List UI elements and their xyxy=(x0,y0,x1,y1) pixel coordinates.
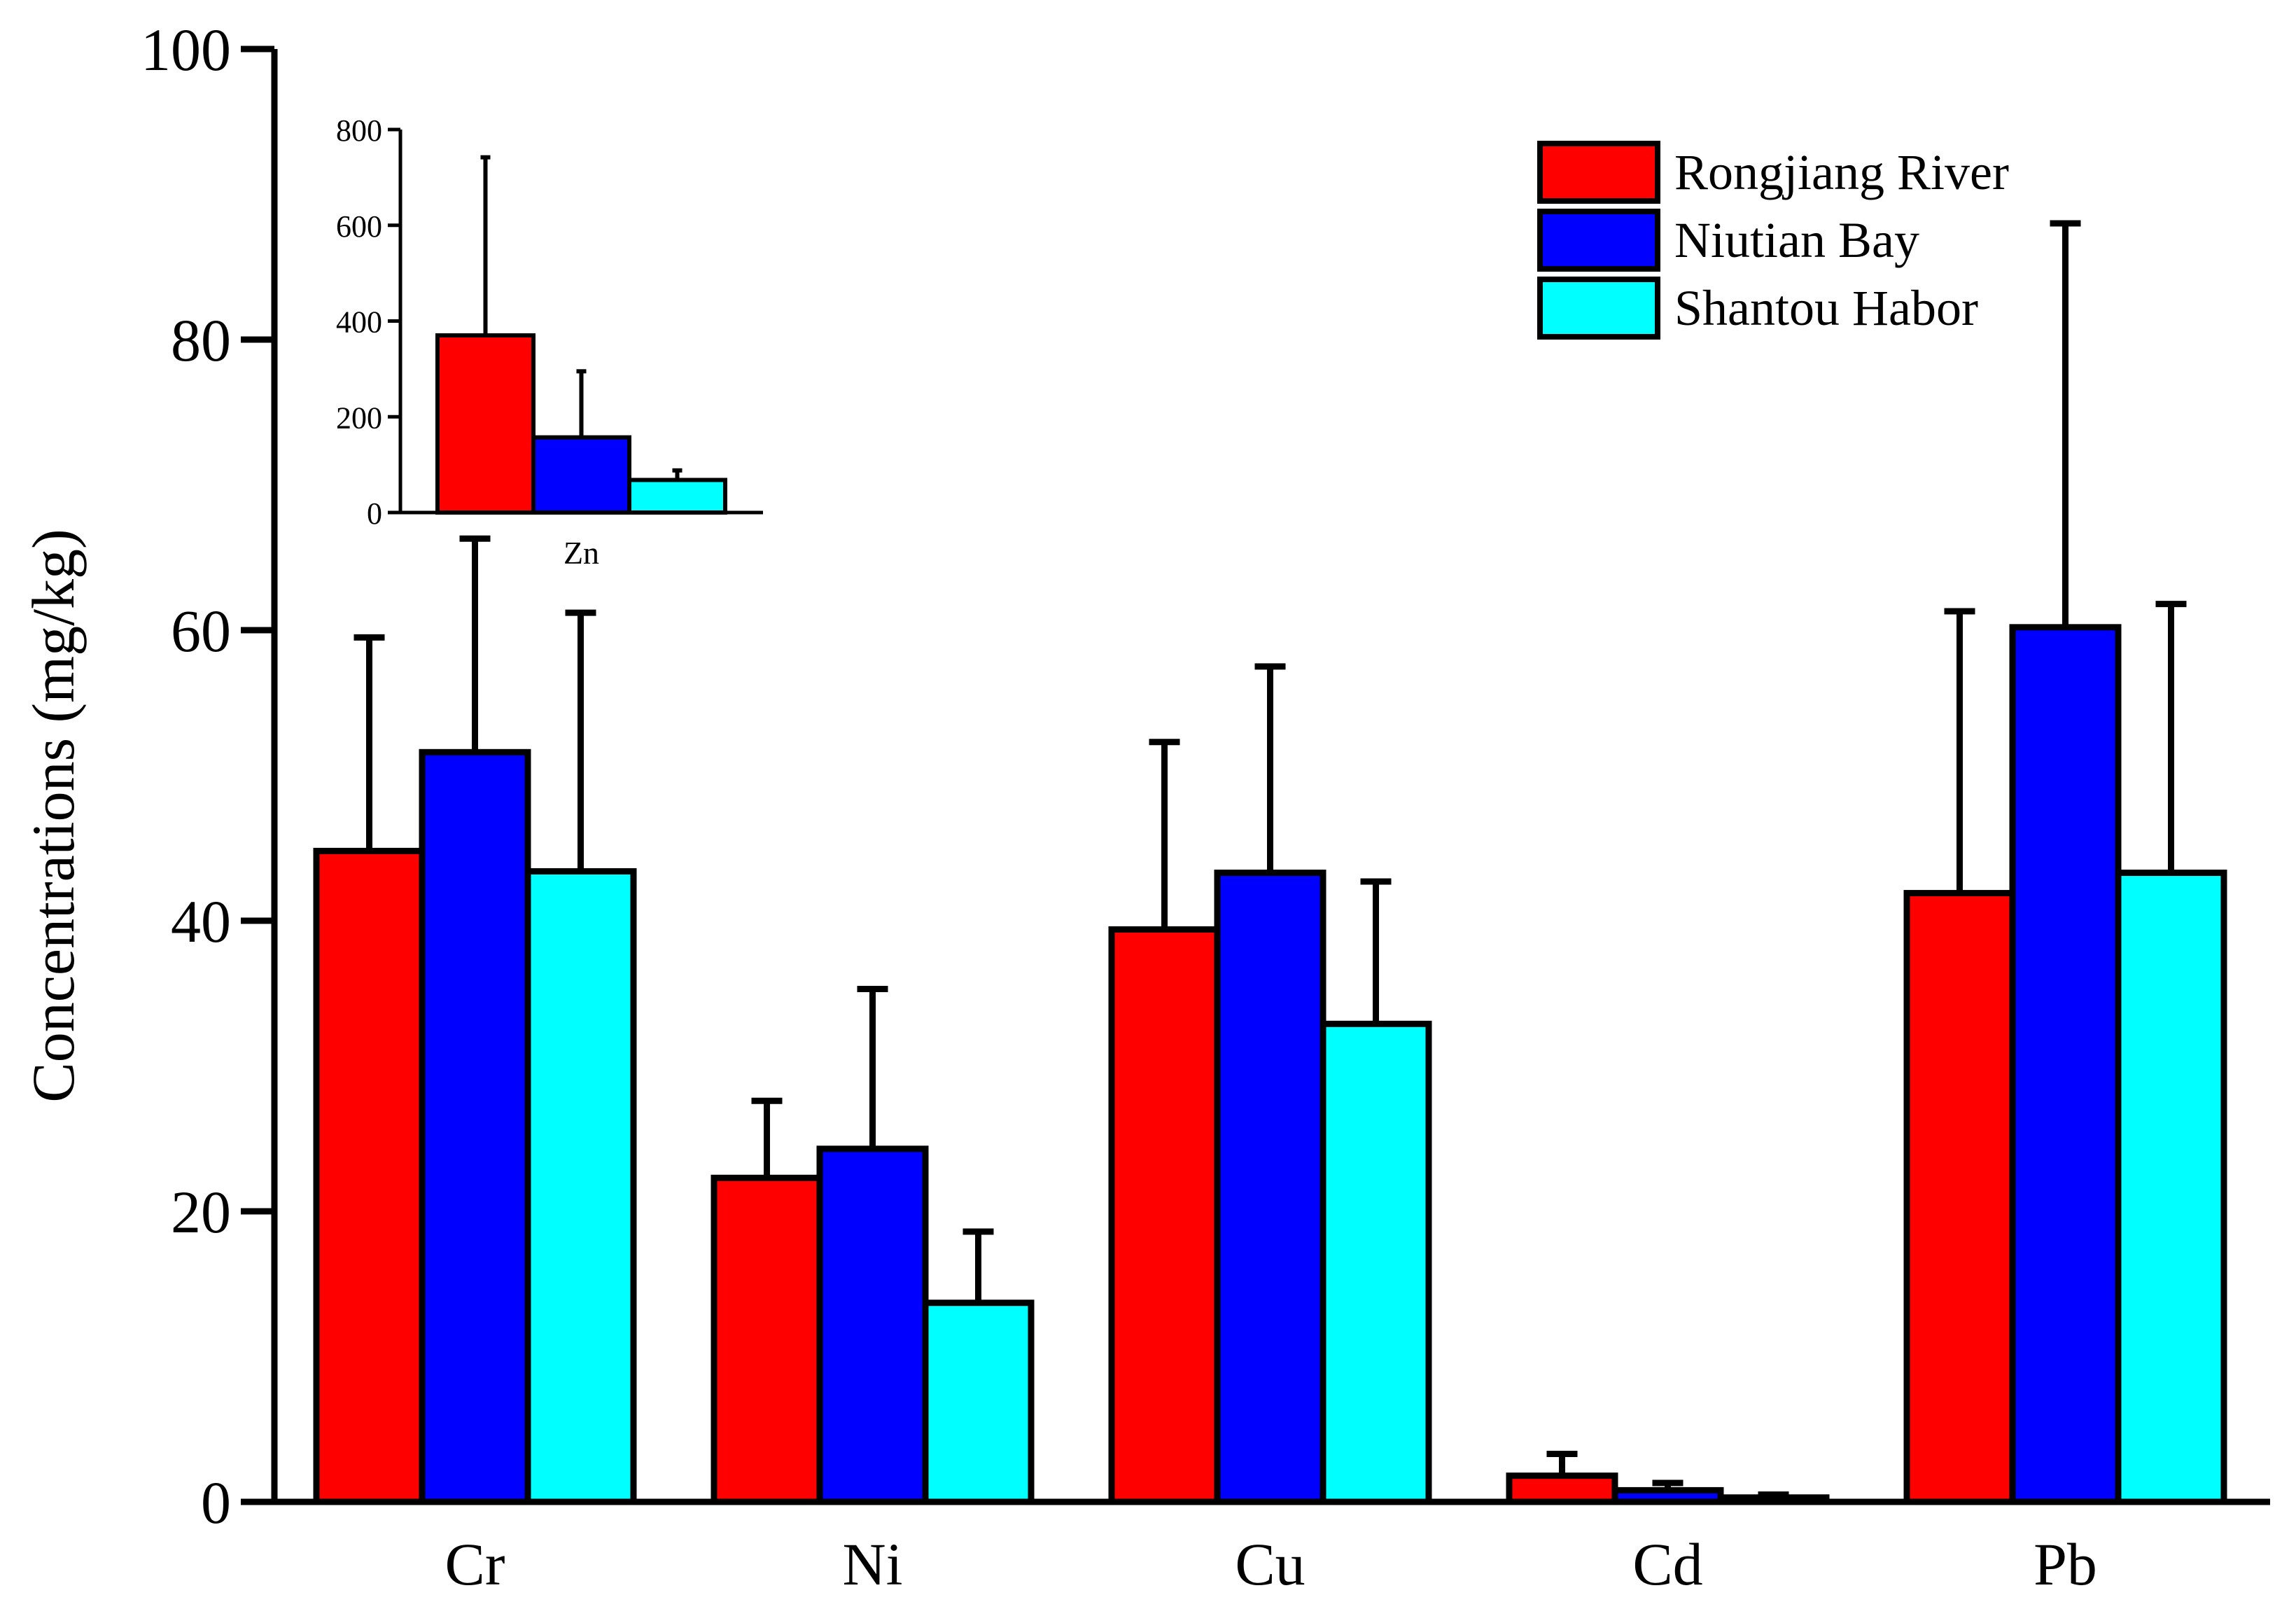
bar-cu-rongjiang-river xyxy=(1108,926,1221,1505)
legend-label-niutian-bay: Niutian Bay xyxy=(1674,212,1919,268)
x-tick-label-cd: Cd xyxy=(1632,1531,1702,1598)
bar-pb-rongjiang-river xyxy=(1903,890,2016,1505)
main-y-tick-label-100: 100 xyxy=(141,16,231,83)
inset-bars xyxy=(435,155,727,515)
main-y-tick-label-80: 80 xyxy=(171,307,231,374)
x-tick-label-cr: Cr xyxy=(445,1531,505,1598)
legend: Rongjiang River Niutian Bay Shantou Habo… xyxy=(1537,141,2009,340)
bar-cu-niutian-bay xyxy=(1214,870,1326,1505)
legend-swatch-rongjiang-river xyxy=(1537,141,1660,204)
inset-y-ticks: 0 200 400 600 800 xyxy=(336,113,400,531)
legend-label-shantou-habor: Shantou Habor xyxy=(1674,280,1978,336)
main-y-tick-label-40: 40 xyxy=(171,888,231,955)
legend-swatch-shantou-habor xyxy=(1537,277,1660,340)
main-y-tick-label-20: 20 xyxy=(171,1178,231,1246)
bar-ni-rongjiang-river xyxy=(710,1174,823,1505)
main-axes xyxy=(271,49,2270,1505)
y-axis-label: Concentrations (mg/kg) xyxy=(20,529,87,1102)
bar-cr-shantou-habor xyxy=(524,868,637,1505)
legend-label-rongjiang-river: Rongjiang River xyxy=(1674,144,2009,200)
bar-cr-niutian-bay xyxy=(419,748,531,1505)
main-y-tick-label-60: 60 xyxy=(171,597,231,664)
legend-swatch-niutian-bay xyxy=(1537,209,1660,272)
main-y-tick-label-0: 0 xyxy=(201,1469,231,1536)
main-bars xyxy=(313,220,2227,1505)
inset-y-tick-label-0: 0 xyxy=(367,496,382,531)
bar-zn-rongjiang-river xyxy=(435,333,536,515)
inset-y-tick-label-200: 200 xyxy=(336,400,382,435)
x-tick-label-cu: Cu xyxy=(1235,1531,1305,1598)
inset-y-tick-label-600: 600 xyxy=(336,209,382,244)
main-x-tick-labels: Cr Ni Cu Cd Pb xyxy=(445,1531,2097,1598)
inset-y-tick-label-400: 400 xyxy=(336,305,382,340)
x-tick-label-ni: Ni xyxy=(843,1531,903,1598)
bar-pb-shantou-habor xyxy=(2115,870,2227,1505)
bar-zn-niutian-bay xyxy=(531,435,631,515)
bar-ni-niutian-bay xyxy=(816,1145,929,1505)
bar-ni-shantou-habor xyxy=(922,1300,1035,1505)
x-tick-label-pb: Pb xyxy=(2033,1531,2097,1598)
bar-pb-niutian-bay xyxy=(2009,624,2122,1505)
main-y-ticks: 0 20 40 60 80 100 xyxy=(141,16,274,1536)
bar-cd-rongjiang-river xyxy=(1506,1472,1618,1505)
inset-x-tick-labels: Zn xyxy=(564,535,599,571)
x-tick-label-zn: Zn xyxy=(564,535,599,571)
bar-cr-rongjiang-river xyxy=(313,847,426,1505)
bar-zn-shantou-habor xyxy=(627,478,727,515)
bar-cu-shantou-habor xyxy=(1320,1020,1432,1505)
inset-y-tick-label-800: 800 xyxy=(336,113,382,148)
